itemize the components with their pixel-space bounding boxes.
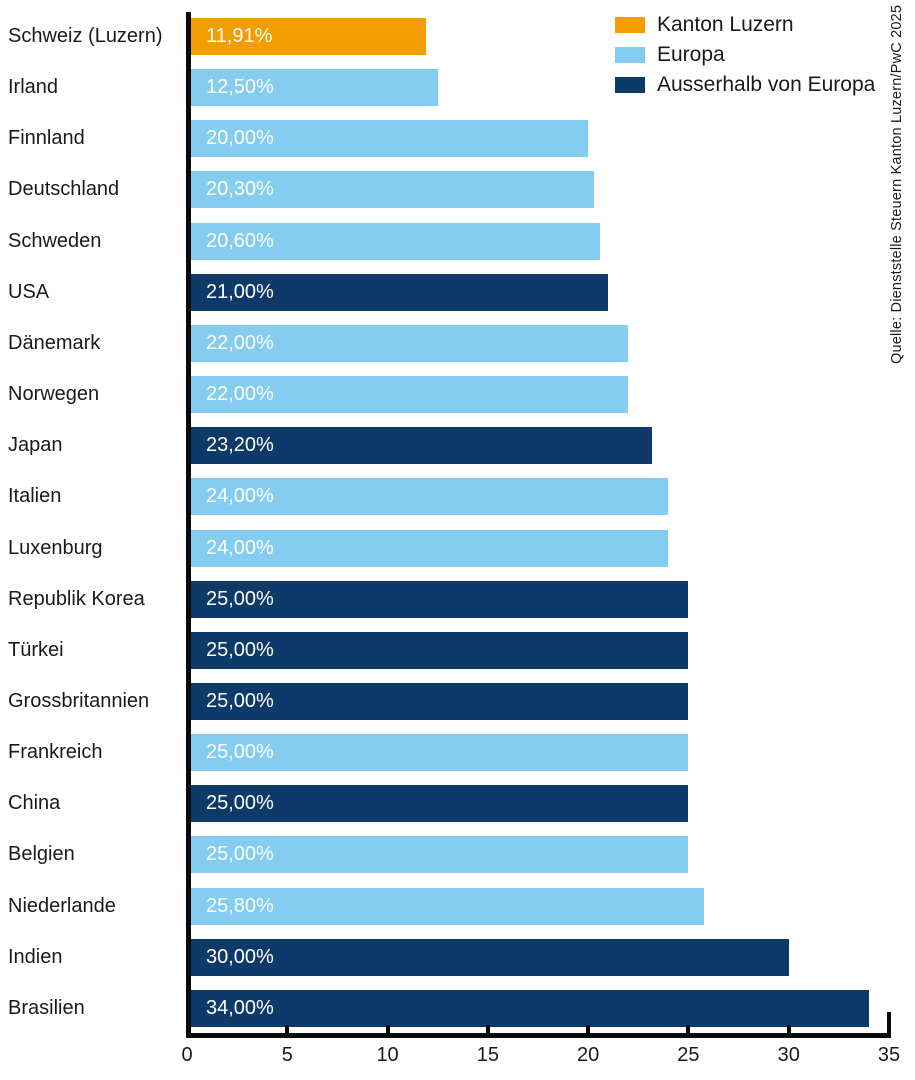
category-label: Deutschland	[8, 178, 120, 201]
bar-value-label: 25,80%	[206, 894, 274, 917]
x-tick-label: 35	[877, 1044, 901, 1066]
bar: 20,00%	[191, 120, 588, 158]
legend: Kanton Luzern Europa Ausserhalb von Euro…	[615, 13, 876, 96]
x-tick-label: 15	[476, 1044, 499, 1066]
legend-label: Europa	[657, 43, 725, 66]
legend-swatch	[615, 47, 645, 63]
category-label: Indien	[8, 945, 63, 968]
bar-value-label: 22,00%	[206, 383, 274, 406]
category-label: Grossbritannien	[8, 689, 150, 712]
bar: 25,00%	[191, 682, 688, 720]
bar-value-label: 25,00%	[206, 792, 274, 815]
bar: 20,30%	[191, 171, 594, 209]
category-label: Irland	[8, 76, 59, 99]
bar-value-label: 24,00%	[206, 536, 274, 559]
legend-item: Europa	[615, 43, 875, 66]
bar: 21,00%	[191, 273, 608, 311]
legend-item: Ausserhalb von Europa	[615, 73, 876, 96]
category-label: Schweden	[8, 229, 102, 252]
category-label: Türkei	[8, 638, 64, 661]
category-label: Italien	[8, 485, 62, 508]
bar-value-label: 34,00%	[206, 996, 274, 1019]
bar-value-label: 25,00%	[206, 587, 274, 610]
x-tick	[485, 1025, 490, 1034]
bar: 24,00%	[191, 478, 668, 516]
category-label: Japan	[8, 434, 63, 457]
category-label: Finnland	[8, 127, 85, 150]
bar: 25,00%	[191, 836, 688, 874]
bar-value-label: 21,00%	[206, 280, 274, 303]
legend-item: Kanton Luzern	[615, 13, 875, 36]
x-tick-label: 20	[577, 1044, 600, 1066]
bar-value-label: 25,00%	[206, 741, 274, 764]
bar-value-label: 23,20%	[206, 434, 274, 457]
bar-value-label: 20,30%	[206, 178, 274, 201]
bar-value-label: 22,00%	[206, 331, 274, 354]
bar: 25,80%	[191, 887, 704, 925]
bar: 34,00%	[191, 989, 869, 1027]
bar-value-label: 20,60%	[206, 229, 274, 252]
bar: 23,20%	[191, 427, 652, 465]
bar: 30,00%	[191, 938, 789, 976]
bar-value-label: 20,00%	[206, 127, 274, 150]
legend-swatch	[615, 77, 645, 93]
category-label: Schweiz (Luzern)	[8, 25, 163, 47]
category-label: Belgien	[8, 843, 75, 866]
bar-value-label: 25,00%	[206, 843, 274, 866]
x-tick	[686, 1025, 691, 1034]
bar: 12,50%	[191, 69, 438, 107]
bar: 25,00%	[191, 631, 688, 669]
bar-value-label: 24,00%	[206, 485, 274, 508]
bar: 22,00%	[191, 376, 628, 414]
x-tick	[285, 1025, 290, 1034]
x-tick-label: 10	[376, 1044, 399, 1066]
x-axis-line	[186, 1033, 891, 1038]
bar: 11,91%	[191, 18, 426, 55]
bar-value-label: 25,00%	[206, 689, 274, 712]
x-tick-label: 0	[181, 1044, 193, 1066]
x-tick	[586, 1025, 591, 1034]
legend-label: Ausserhalb von Europa	[657, 73, 876, 96]
category-label: Luxenburg	[8, 536, 103, 559]
x-axis-endcap	[887, 1012, 891, 1037]
bar: 24,00%	[191, 529, 668, 567]
x-tick	[385, 1025, 390, 1034]
bar-value-label: 25,00%	[206, 638, 274, 661]
x-tick	[786, 1025, 791, 1034]
category-label: USA	[8, 280, 50, 303]
x-tick-label: 5	[281, 1044, 293, 1066]
bar-value-label: 11,91%	[206, 25, 273, 47]
category-label: Brasilien	[8, 996, 85, 1019]
x-tick-label: 25	[677, 1044, 700, 1066]
bar: 25,00%	[191, 580, 688, 618]
bar: 25,00%	[191, 734, 688, 772]
category-label: Niederlande	[8, 894, 116, 917]
y-axis-line	[186, 12, 191, 1038]
category-label: China	[8, 792, 61, 815]
bar: 20,60%	[191, 222, 600, 260]
bar: 22,00%	[191, 324, 628, 362]
source-note: Quelle: Dienststelle Steuern Kanton Luze…	[889, 4, 905, 364]
category-label: Dänemark	[8, 331, 101, 354]
bar-value-label: 30,00%	[206, 945, 274, 968]
bar: 25,00%	[191, 785, 688, 823]
category-label: Frankreich	[8, 741, 103, 764]
legend-swatch	[615, 17, 645, 33]
x-tick-label: 30	[777, 1044, 800, 1066]
category-label: Republik Korea	[8, 587, 145, 610]
category-label: Norwegen	[8, 383, 100, 406]
legend-label: Kanton Luzern	[657, 13, 794, 36]
bar-value-label: 12,50%	[206, 76, 274, 99]
